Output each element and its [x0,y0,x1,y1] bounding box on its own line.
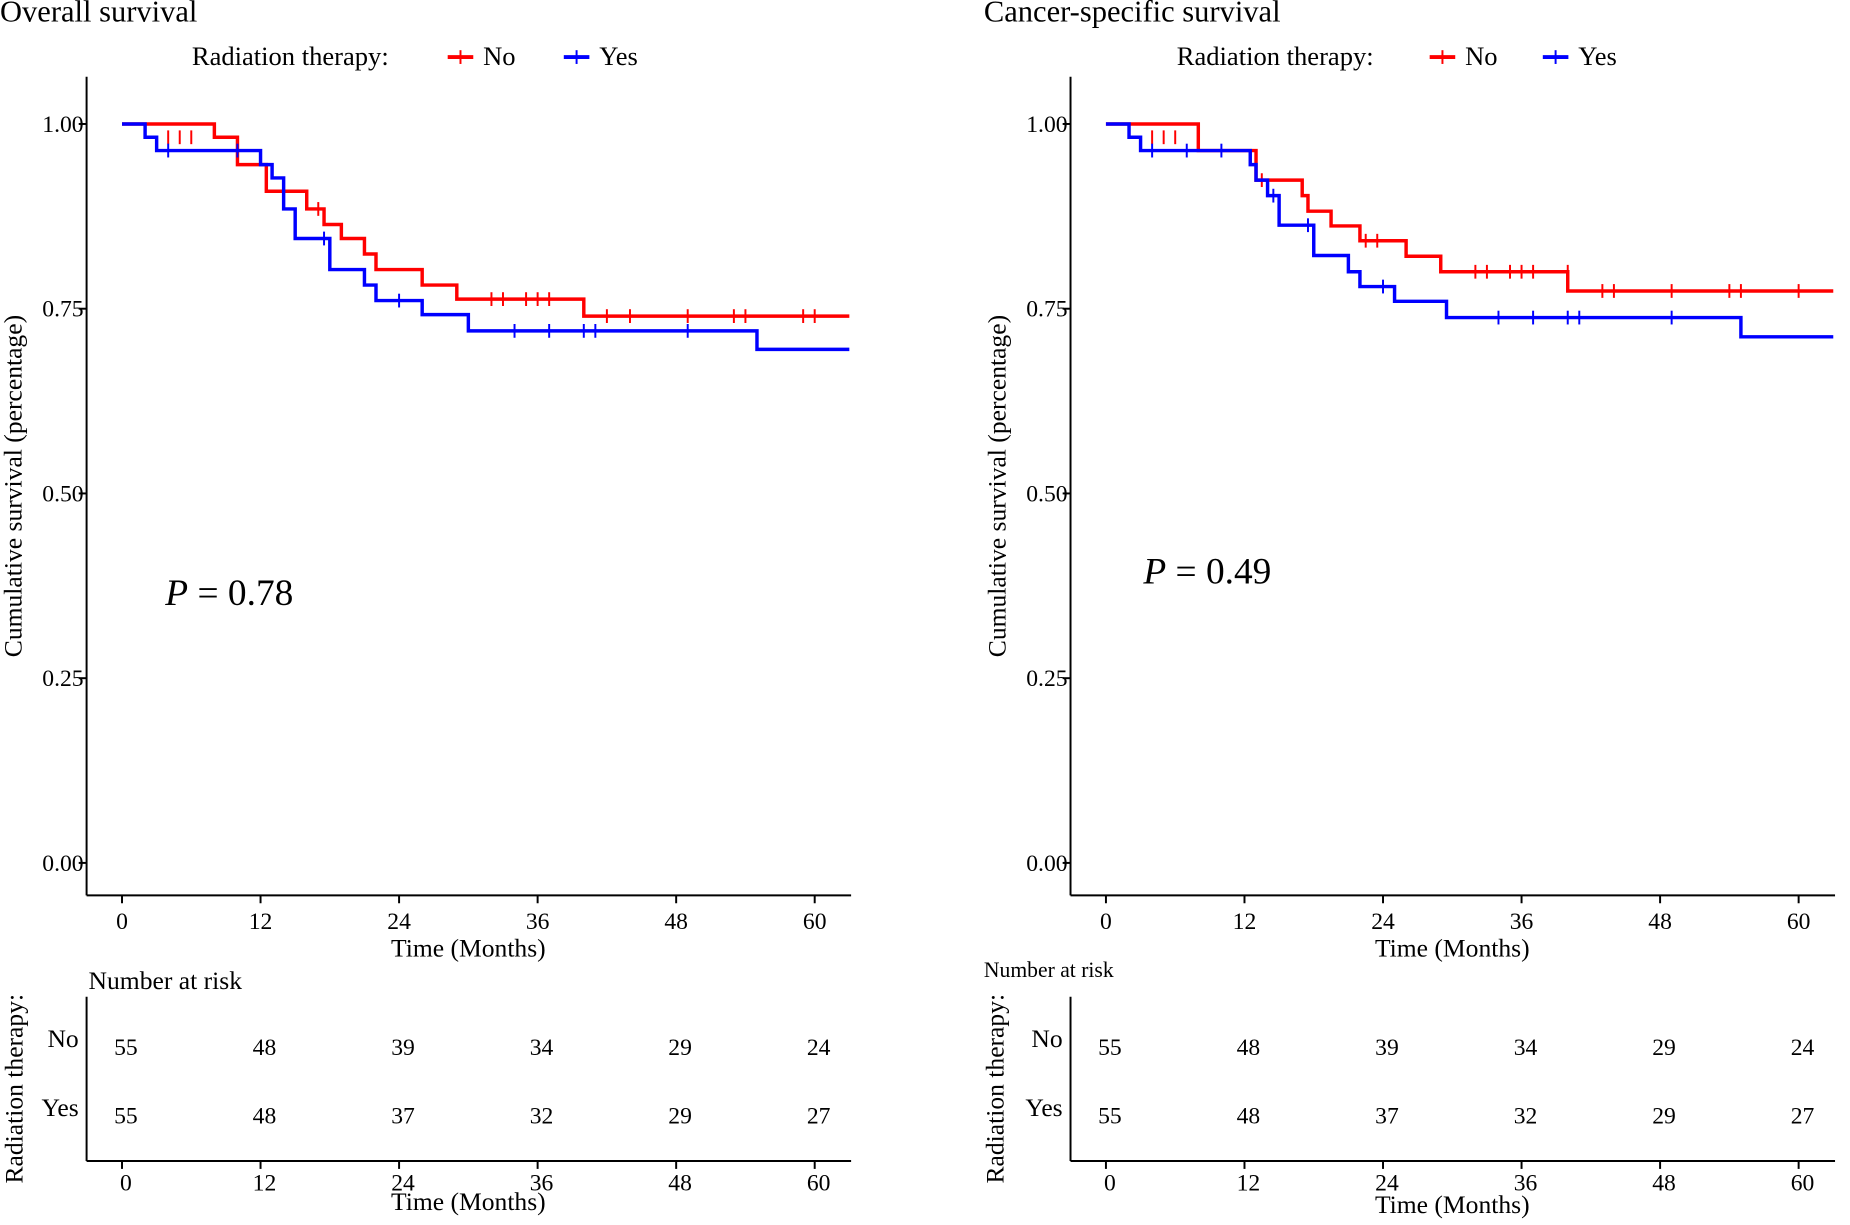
km-curve-no [1105,122,1834,293]
legend-label-no: No [483,41,515,71]
risk-x-tick-label: 48 [668,1171,692,1197]
legend-label-no: No [1465,41,1497,71]
risk-row-label-no: No [1031,1024,1062,1053]
risk-count: 29 [1652,1035,1676,1061]
risk-count: 27 [1791,1104,1815,1130]
risk-count: 34 [1514,1035,1538,1061]
y-tick-label: 0.50 [42,481,83,507]
y-tick-label: 0.75 [1026,297,1067,323]
x-tick-label: 12 [1233,909,1257,935]
risk-count: 55 [114,1035,138,1061]
risk-row-label-no: No [47,1024,78,1053]
risk-x-tick-label: 36 [530,1171,554,1197]
risk-table-title: Number at risk [89,966,243,995]
risk-count: 34 [530,1035,554,1061]
risk-count: 29 [1652,1104,1676,1130]
risk-count: 48 [253,1035,277,1061]
chart-title: Overall survival [0,0,197,29]
x-tick-label: 48 [664,909,688,935]
chart-title: Cancer-specific survival [984,0,1281,29]
km-curve-yes [1105,122,1834,339]
risk-y-axis-label: Radiation therapy: [981,994,1010,1184]
risk-x-tick-label: 60 [1791,1171,1815,1197]
risk-count: 27 [807,1104,831,1130]
risk-row-label-yes: Yes [41,1093,78,1122]
y-tick-label: 0.50 [1026,481,1067,507]
x-axis-label: Time (Months) [391,933,546,962]
y-tick-label: 0.75 [42,297,83,323]
x-tick-label: 0 [1100,909,1112,935]
legend-title: Radiation therapy: [1177,41,1374,71]
risk-count: 32 [1514,1104,1538,1130]
risk-x-tick-label: 24 [391,1171,415,1197]
risk-count: 32 [530,1104,554,1130]
risk-x-axis-label: Time (Months) [1375,1190,1530,1219]
risk-x-tick-label: 24 [1375,1171,1399,1197]
x-axis-label: Time (Months) [1375,933,1530,962]
risk-count: 37 [1375,1104,1399,1130]
risk-x-tick-label: 12 [253,1171,277,1197]
risk-count: 48 [1237,1104,1261,1130]
risk-count: 48 [253,1104,277,1130]
risk-row-label-yes: Yes [1025,1093,1062,1122]
risk-x-axis-label: Time (Months) [391,1187,546,1216]
y-tick-label: 0.25 [42,666,83,692]
risk-x-tick-label: 48 [1652,1171,1676,1197]
risk-x-tick-label: 0 [120,1171,132,1197]
x-tick-label: 60 [1787,909,1811,935]
risk-x-tick-label: 0 [1104,1171,1116,1197]
x-tick-label: 24 [1371,909,1395,935]
risk-count: 39 [391,1035,415,1061]
km-curve-no [122,122,850,318]
y-axis-label: Cumulative survival (percentage) [0,315,28,657]
risk-count: 29 [668,1035,692,1061]
y-tick-label: 1.00 [42,112,83,138]
risk-x-tick-label: 60 [807,1171,831,1197]
risk-count: 24 [1791,1035,1815,1061]
risk-table-title: Number at risk [984,958,1114,982]
km-panel-cancer-specific: Cancer-specific survival Radiation therap… [981,0,1836,1219]
p-value-text: = 0.78 [188,573,293,614]
y-tick-label: 0.00 [1026,851,1067,877]
risk-count: 55 [1098,1035,1122,1061]
x-tick-label: 48 [1648,909,1672,935]
risk-count: 55 [114,1104,138,1130]
y-tick-label: 0.00 [42,851,83,877]
legend-title: Radiation therapy: [192,41,389,71]
p-value-symbol: P [1142,551,1166,592]
legend-label-yes: Yes [599,41,638,71]
km-curve-yes [122,122,850,352]
risk-count: 39 [1375,1035,1399,1061]
risk-y-axis-label: Radiation therapy: [0,994,29,1184]
y-tick-label: 1.00 [1026,112,1067,138]
x-tick-label: 60 [803,909,827,935]
km-panel-overall: Overall survival Radiation therapy: No Yes 0… [0,0,852,1216]
p-value-symbol: P [164,573,188,614]
p-value-annotation: P = 0.78 [164,573,293,614]
p-value-annotation: P = 0.49 [1142,551,1271,592]
x-tick-label: 0 [116,909,128,935]
risk-count: 55 [1098,1104,1122,1130]
legend-label-yes: Yes [1578,41,1617,71]
risk-count: 37 [391,1104,415,1130]
risk-x-tick-label: 36 [1514,1171,1538,1197]
risk-x-tick-label: 12 [1237,1171,1261,1197]
x-tick-label: 36 [1510,909,1534,935]
risk-count: 24 [807,1035,831,1061]
y-tick-label: 0.25 [1026,666,1067,692]
x-tick-label: 12 [249,909,273,935]
x-tick-label: 36 [526,909,550,935]
x-tick-label: 24 [387,909,411,935]
risk-count: 48 [1237,1035,1261,1061]
y-axis-label: Cumulative survival (percentage) [983,315,1012,657]
p-value-text: = 0.49 [1166,551,1271,592]
risk-count: 29 [668,1104,692,1130]
